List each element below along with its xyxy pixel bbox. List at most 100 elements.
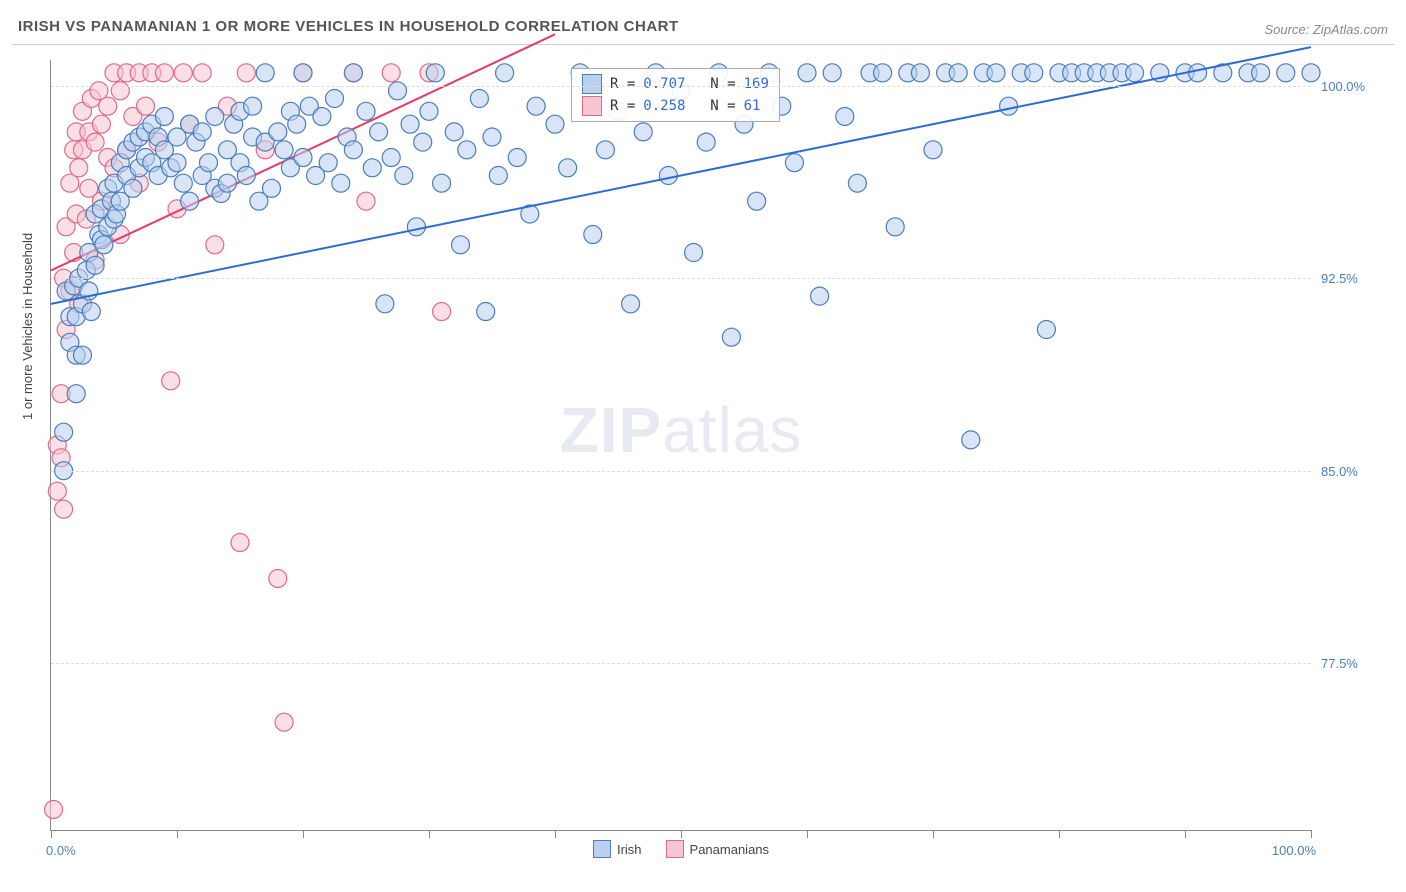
data-point [785, 154, 803, 172]
legend-swatch-1 [593, 840, 611, 858]
legend-item-2: Panamanians [666, 840, 770, 858]
data-point [74, 346, 92, 364]
data-point [874, 64, 892, 82]
x-tick [1059, 830, 1060, 838]
data-point [489, 167, 507, 185]
data-point [45, 800, 63, 818]
stats-n-label-2: N = [693, 95, 735, 117]
y-tick-label: 92.5% [1321, 271, 1381, 286]
data-point [445, 123, 463, 141]
data-point [174, 174, 192, 192]
data-point [483, 128, 501, 146]
data-point [722, 328, 740, 346]
data-point [848, 174, 866, 192]
x-tick [303, 830, 304, 838]
data-point [174, 64, 192, 82]
data-point [1302, 64, 1320, 82]
data-point [1277, 64, 1295, 82]
data-point [596, 141, 614, 159]
stats-r-label-1: R = [610, 73, 635, 95]
data-point [332, 174, 350, 192]
data-point [70, 159, 88, 177]
data-point [168, 154, 186, 172]
gridline [51, 663, 1311, 664]
data-point [911, 64, 929, 82]
data-point [237, 167, 255, 185]
data-point [55, 423, 73, 441]
x-tick [1185, 830, 1186, 838]
legend-swatch-2 [666, 840, 684, 858]
x-tick [429, 830, 430, 838]
data-point [200, 154, 218, 172]
data-point [181, 192, 199, 210]
plot-svg [51, 60, 1311, 830]
data-point [836, 107, 854, 125]
data-point [344, 141, 362, 159]
data-point [370, 123, 388, 141]
data-point [414, 133, 432, 151]
data-point [496, 64, 514, 82]
data-point [218, 174, 236, 192]
data-point [231, 534, 249, 552]
data-point [470, 90, 488, 108]
chart-container: IRISH VS PANAMANIAN 1 OR MORE VEHICLES I… [0, 0, 1406, 892]
data-point [634, 123, 652, 141]
x-tick [1311, 830, 1312, 838]
data-point [407, 218, 425, 236]
x-tick [555, 830, 556, 838]
data-point [275, 141, 293, 159]
data-point [382, 64, 400, 82]
stats-r-val-2: 0.258 [643, 95, 685, 117]
chart-title: IRISH VS PANAMANIAN 1 OR MORE VEHICLES I… [18, 18, 679, 35]
data-point [124, 179, 142, 197]
x-tick [681, 830, 682, 838]
gridline [51, 278, 1311, 279]
data-point [155, 107, 173, 125]
data-point [326, 90, 344, 108]
stats-box: R = 0.707 N = 169 R = 0.258 N = 61 [571, 68, 780, 122]
data-point [344, 64, 362, 82]
data-point [92, 115, 110, 133]
stats-r-label-2: R = [610, 95, 635, 117]
data-point [949, 64, 967, 82]
data-point [269, 123, 287, 141]
data-point [67, 385, 85, 403]
stats-n-val-1: 169 [744, 73, 769, 95]
stats-swatch-2 [582, 96, 602, 116]
data-point [82, 303, 100, 321]
data-point [584, 226, 602, 244]
gridline [51, 471, 1311, 472]
data-point [401, 115, 419, 133]
data-point [294, 149, 312, 167]
data-point [659, 167, 677, 185]
data-point [376, 295, 394, 313]
data-point [269, 569, 287, 587]
data-point [1189, 64, 1207, 82]
data-point [162, 372, 180, 390]
data-point [137, 97, 155, 115]
data-point [313, 107, 331, 125]
data-point [294, 64, 312, 82]
data-point [987, 64, 1005, 82]
data-point [748, 192, 766, 210]
x-tick [807, 830, 808, 838]
data-point [256, 64, 274, 82]
data-point [962, 431, 980, 449]
data-point [546, 115, 564, 133]
data-point [193, 123, 211, 141]
data-point [155, 64, 173, 82]
data-point [206, 236, 224, 254]
legend-item-1: Irish [593, 840, 642, 858]
data-point [433, 174, 451, 192]
data-point [395, 167, 413, 185]
data-point [193, 64, 211, 82]
data-point [244, 97, 262, 115]
plot-area: ZIPatlas R = 0.707 N = 169 R = 0.258 N =… [50, 60, 1311, 831]
data-point [111, 82, 129, 100]
data-point [263, 179, 281, 197]
data-point [426, 64, 444, 82]
data-point [1126, 64, 1144, 82]
data-point [48, 482, 66, 500]
stats-n-val-2: 61 [744, 95, 761, 117]
y-tick-label: 77.5% [1321, 656, 1381, 671]
